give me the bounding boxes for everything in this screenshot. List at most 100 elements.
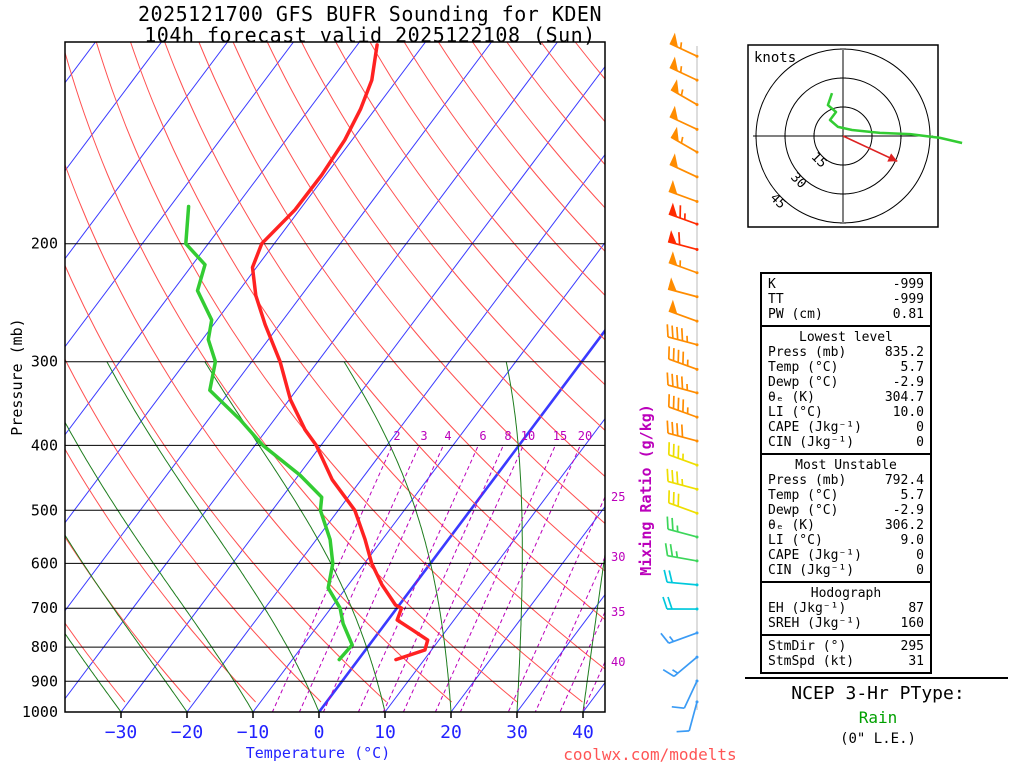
isotherm-line: [186, 153, 605, 712]
pressure-tick-label: 200: [31, 235, 58, 253]
wind-barb-staff: [669, 163, 698, 178]
stat-value: 10.0: [892, 405, 924, 420]
wind-barb-full: [671, 705, 685, 710]
mixing-ratio-axis-label: Mixing Ratio (g/kg): [637, 404, 655, 576]
pressure-tick-label: 600: [31, 554, 58, 572]
temperature-tick-label: −10: [237, 722, 270, 743]
wind-barb-full: [666, 516, 669, 530]
pressure-tick-label: 900: [31, 672, 58, 690]
stat-row: CIN (Jkg⁻¹) 0: [768, 563, 924, 578]
stat-value: 0: [916, 420, 924, 435]
wind-barb-full: [662, 668, 675, 678]
stats-section: Lowest level Press (mb) 835.2 Temp (°C) 5.7 D…: [762, 325, 930, 453]
mixing-ratio-label: 8: [504, 429, 511, 443]
isotherm-line: [65, 42, 558, 700]
dry-adiabat-line: [95, 42, 583, 703]
dry-adiabat-line: [130, 42, 605, 670]
stat-row: CAPE (Jkg⁻¹) 0: [768, 420, 924, 435]
wind-barb-full: [660, 632, 670, 644]
stat-value: 87: [908, 601, 924, 616]
wind-barb-pennant: [668, 230, 677, 244]
mixing-ratio-label: 6: [479, 429, 486, 443]
stat-label: CAPE (Jkg⁻¹): [768, 548, 862, 563]
stat-label: Temp (°C): [768, 360, 839, 375]
stat-value: 792.4: [884, 473, 924, 488]
wind-barb: [670, 79, 699, 107]
wind-barb-staff: [669, 115, 698, 131]
dry-adiabat-line: [472, 42, 605, 209]
mixing-ratio-label: 4: [444, 429, 451, 443]
stat-row: EH (Jkg⁻¹) 87: [768, 601, 924, 616]
wind-barb: [662, 655, 699, 678]
ptype-divider: [745, 677, 1008, 679]
moist-adiabat-line: [505, 361, 523, 712]
stat-value: 31: [908, 654, 924, 669]
wind-barb: [667, 394, 699, 419]
stat-label: SREH (Jkg⁻¹): [768, 616, 862, 631]
dry-adiabat-line: [65, 448, 256, 703]
stat-label: CIN (Jkg⁻¹): [768, 435, 855, 450]
stat-label: StmDir (°): [768, 639, 847, 654]
stat-value: -999: [892, 277, 924, 292]
mixing-ratio-label: 15: [553, 429, 567, 443]
moist-adiabat-line: [106, 361, 320, 712]
wind-barb: [669, 105, 699, 131]
hodograph-ring: [813, 106, 873, 166]
wind-barb: [667, 490, 699, 515]
wind-barb-staff: [668, 454, 698, 466]
stat-row: Temp (°C) 5.7: [768, 360, 924, 375]
stat-label: LI (°C): [768, 533, 823, 548]
stat-label: Dewp (°C): [768, 375, 839, 390]
stat-row: TT -999: [768, 292, 924, 307]
dry-adiabat-line: [65, 536, 191, 703]
wind-barb: [668, 202, 699, 226]
wind-barb-staff: [668, 406, 698, 418]
mixing-ratio-label: 2: [393, 429, 400, 443]
wind-barb-full: [680, 328, 684, 341]
wind-barb: [666, 468, 699, 491]
moist-adiabat-line: [582, 550, 605, 712]
wind-barb: [662, 596, 699, 611]
dry-adiabat-line: [65, 358, 322, 703]
wind-barb-staff: [673, 656, 698, 678]
temperature-tick-label: 40: [572, 722, 594, 743]
hodograph-ring: [784, 77, 902, 195]
dewpoint-profile: [184, 204, 354, 662]
hodograph-units-label: knots: [754, 50, 797, 66]
wind-barb: [668, 299, 699, 323]
dry-adiabat-line: [65, 163, 453, 703]
wind-barb: [667, 346, 699, 371]
wind-barb-full: [671, 373, 674, 387]
stat-value: 9.0: [900, 533, 924, 548]
wind-barb: [667, 277, 699, 299]
dry-adiabat-line: [65, 50, 518, 703]
wind-barb-half: [679, 66, 683, 73]
watermark-url: coolwx.com/modelts: [563, 745, 737, 764]
wind-barb-full: [669, 543, 674, 557]
wind-barb-pennant: [669, 56, 678, 72]
dry-adiabat-line: [403, 42, 605, 297]
stat-label: PW (cm): [768, 307, 823, 322]
wind-barb-full: [666, 420, 669, 434]
wind-barb-full: [671, 421, 674, 435]
mixing-ratio-line: [507, 496, 605, 712]
stat-label: CIN (Jkg⁻¹): [768, 563, 855, 578]
stats-section-title: Lowest level: [799, 330, 893, 345]
wind-barb-full: [666, 324, 669, 337]
wind-barb-full: [667, 596, 673, 610]
wind-barb: [666, 420, 699, 443]
temperature-tick-label: 30: [506, 722, 528, 743]
stat-row: StmDir (°) 295: [768, 639, 924, 654]
storm-motion-vector: [842, 135, 898, 163]
mixing-ratio-label: 20: [578, 429, 592, 443]
wind-barb-staff: [670, 136, 698, 153]
wind-barb-full: [676, 375, 679, 388]
wind-barb-full: [676, 423, 679, 436]
wind-barb-staff: [668, 358, 698, 371]
wind-barb-pennant: [669, 32, 678, 48]
dry-adiabat-line: [266, 42, 605, 478]
wind-barb-full: [671, 470, 674, 483]
dry-adiabat-line: [335, 42, 605, 386]
temperature-tick-label: 10: [374, 722, 396, 743]
